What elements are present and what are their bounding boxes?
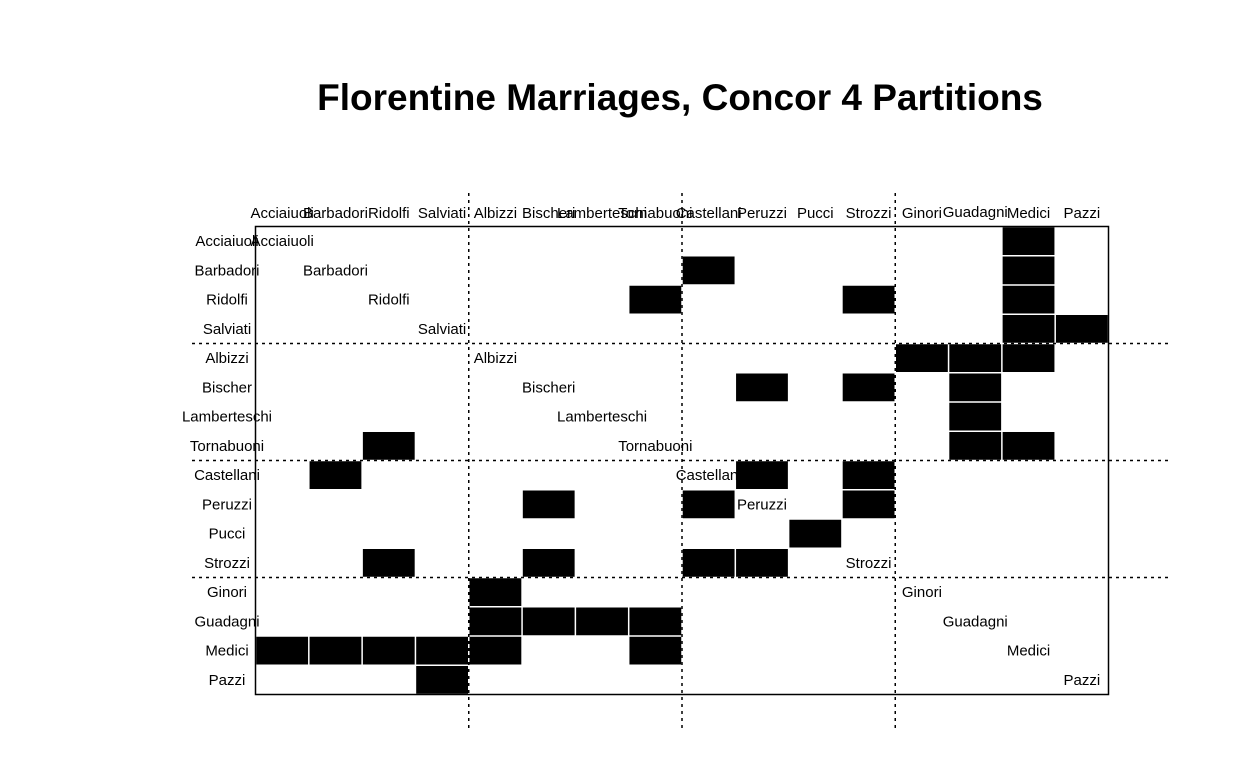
row-label-salviati: Salviati bbox=[203, 321, 251, 338]
tie-cell-guadagni-lamberteschi bbox=[576, 607, 628, 636]
tie-cell-castellani-strozzi bbox=[842, 461, 895, 489]
tie-cell-bischeri-strozzi bbox=[842, 373, 895, 402]
col-label-tornabuoni: Tornabuoni bbox=[618, 205, 692, 222]
tie-cell-peruzzi-castellani bbox=[682, 490, 735, 519]
diag-label-acciaiuoli: Acciaiuoli bbox=[250, 233, 313, 250]
tie-cell-guadagni-albizzi bbox=[469, 607, 522, 636]
diag-label-lamberteschi: Lamberteschi bbox=[557, 409, 647, 426]
tie-cell-albizzi-medici bbox=[1002, 344, 1055, 372]
diag-label-barbadori: Barbadori bbox=[303, 262, 368, 279]
tie-cell-bischeri-guadagni bbox=[949, 373, 1002, 402]
partition-lines bbox=[192, 193, 1168, 730]
col-label-guadagni: Guadagni bbox=[943, 204, 1008, 221]
row-label-strozzi: Strozzi bbox=[204, 555, 250, 572]
col-label-lamberteschi: Lamberteschi bbox=[557, 205, 647, 222]
tie-cell-strozzi-peruzzi bbox=[736, 549, 788, 577]
row-label-acciaiuoli: Acciaiuoli bbox=[195, 233, 258, 250]
tie-cell-albizzi-ginori bbox=[896, 344, 948, 372]
tie-cell-medici-tornabuoni bbox=[629, 636, 682, 665]
tie-cell-medici-albizzi bbox=[469, 636, 522, 665]
tie-cell-lamberteschi-guadagni bbox=[949, 402, 1002, 431]
row-label-lamberteschi: Lamberteschi bbox=[182, 409, 272, 426]
tie-cell-medici-ridolfi bbox=[362, 636, 415, 665]
tie-cell-tornabuoni-guadagni bbox=[949, 432, 1002, 460]
col-label-pucci: Pucci bbox=[797, 205, 834, 222]
diag-label-peruzzi: Peruzzi bbox=[737, 496, 787, 513]
row-label-pazzi: Pazzi bbox=[209, 672, 246, 689]
col-label-bischeri: Bischeri bbox=[522, 205, 575, 222]
diag-label-bischeri: Bischeri bbox=[522, 379, 575, 396]
col-label-ridolfi: Ridolfi bbox=[368, 205, 410, 222]
diag-label-albizzi: Albizzi bbox=[474, 350, 517, 367]
col-label-peruzzi: Peruzzi bbox=[737, 205, 787, 222]
row-label-albizzi: Albizzi bbox=[205, 350, 248, 367]
row-label-peruzzi: Peruzzi bbox=[202, 496, 252, 513]
tie-cell-pucci-pucci bbox=[789, 519, 842, 548]
tie-cell-tornabuoni-ridolfi bbox=[362, 432, 415, 460]
tie-cell-peruzzi-bischeri bbox=[522, 490, 575, 519]
tie-cell-barbadori-castellani bbox=[682, 256, 735, 285]
tie-cell-guadagni-tornabuoni bbox=[629, 607, 682, 636]
diag-label-ginori: Ginori bbox=[902, 584, 942, 601]
col-label-albizzi: Albizzi bbox=[474, 205, 517, 222]
diag-label-guadagni: Guadagni bbox=[943, 613, 1008, 630]
row-label-tornabuoni: Tornabuoni bbox=[190, 438, 264, 455]
tie-cell-medici-salviati bbox=[416, 636, 468, 665]
tie-cell-ginori-albizzi bbox=[469, 578, 522, 606]
tie-cell-acciaiuoli-medici bbox=[1002, 227, 1055, 255]
row-label-pucci: Pucci bbox=[209, 526, 246, 543]
col-label-strozzi: Strozzi bbox=[846, 205, 892, 222]
tie-cell-castellani-barbadori bbox=[309, 461, 362, 489]
diag-label-strozzi: Strozzi bbox=[846, 555, 892, 572]
matrix-cells bbox=[256, 227, 1108, 694]
tie-cell-strozzi-castellani bbox=[682, 549, 735, 577]
row-label-barbadori: Barbadori bbox=[194, 262, 259, 279]
diag-label-salviati: Salviati bbox=[418, 321, 466, 338]
col-label-acciaiuoli: Acciaiuoli bbox=[250, 205, 313, 222]
diag-label-castellani: Castellani bbox=[676, 467, 742, 484]
tie-cell-pazzi-salviati bbox=[416, 666, 468, 694]
col-label-salviati: Salviati bbox=[418, 205, 466, 222]
row-label-ginori: Ginori bbox=[207, 584, 247, 601]
tie-cell-ridolfi-tornabuoni bbox=[629, 285, 682, 314]
chart-title: Florentine Marriages, Concor 4 Partition… bbox=[317, 77, 1043, 118]
tie-cell-medici-acciaiuoli bbox=[256, 636, 309, 665]
tie-cell-peruzzi-strozzi bbox=[842, 490, 895, 519]
tie-cell-salviati-medici bbox=[1002, 315, 1055, 343]
tie-cell-barbadori-medici bbox=[1002, 256, 1055, 285]
col-label-medici: Medici bbox=[1007, 205, 1050, 222]
col-label-barbadori: Barbadori bbox=[303, 205, 368, 222]
tie-cell-bischeri-peruzzi bbox=[736, 373, 788, 402]
row-label-castellani: Castellani bbox=[194, 467, 260, 484]
diag-label-tornabuoni: Tornabuoni bbox=[618, 438, 692, 455]
tie-cell-tornabuoni-medici bbox=[1002, 432, 1055, 460]
tie-cell-ridolfi-medici bbox=[1002, 285, 1055, 314]
col-label-ginori: Ginori bbox=[902, 205, 942, 222]
diag-label-pucci: Pucci bbox=[797, 526, 834, 543]
row-labels: Acciaiuoli Barbadori Ridolfi Salviati Albizz… bbox=[182, 233, 272, 689]
diag-label-medici: Medici bbox=[1007, 643, 1050, 660]
col-label-castellani: Castellani bbox=[676, 205, 742, 222]
tie-cell-guadagni-bischeri bbox=[522, 607, 575, 636]
row-label-bischer: Bischer bbox=[202, 379, 252, 396]
row-label-medici: Medici bbox=[205, 643, 248, 660]
row-label-guadagni: Guadagni bbox=[194, 613, 259, 630]
diag-label-pazzi: Pazzi bbox=[1064, 672, 1101, 689]
tie-cell-salviati-pazzi bbox=[1055, 315, 1108, 343]
tie-cell-strozzi-bischeri bbox=[522, 549, 575, 577]
tie-cell-ridolfi-strozzi bbox=[842, 285, 895, 314]
tie-cell-albizzi-guadagni bbox=[949, 344, 1002, 372]
tie-cell-strozzi-ridolfi bbox=[362, 549, 415, 577]
diag-label-ridolfi: Ridolfi bbox=[368, 292, 410, 309]
row-label-ridolfi: Ridolfi bbox=[206, 292, 248, 309]
tie-cell-castellani-peruzzi bbox=[736, 461, 788, 489]
col-label-pazzi: Pazzi bbox=[1064, 205, 1101, 222]
tie-cell-medici-barbadori bbox=[309, 636, 362, 665]
